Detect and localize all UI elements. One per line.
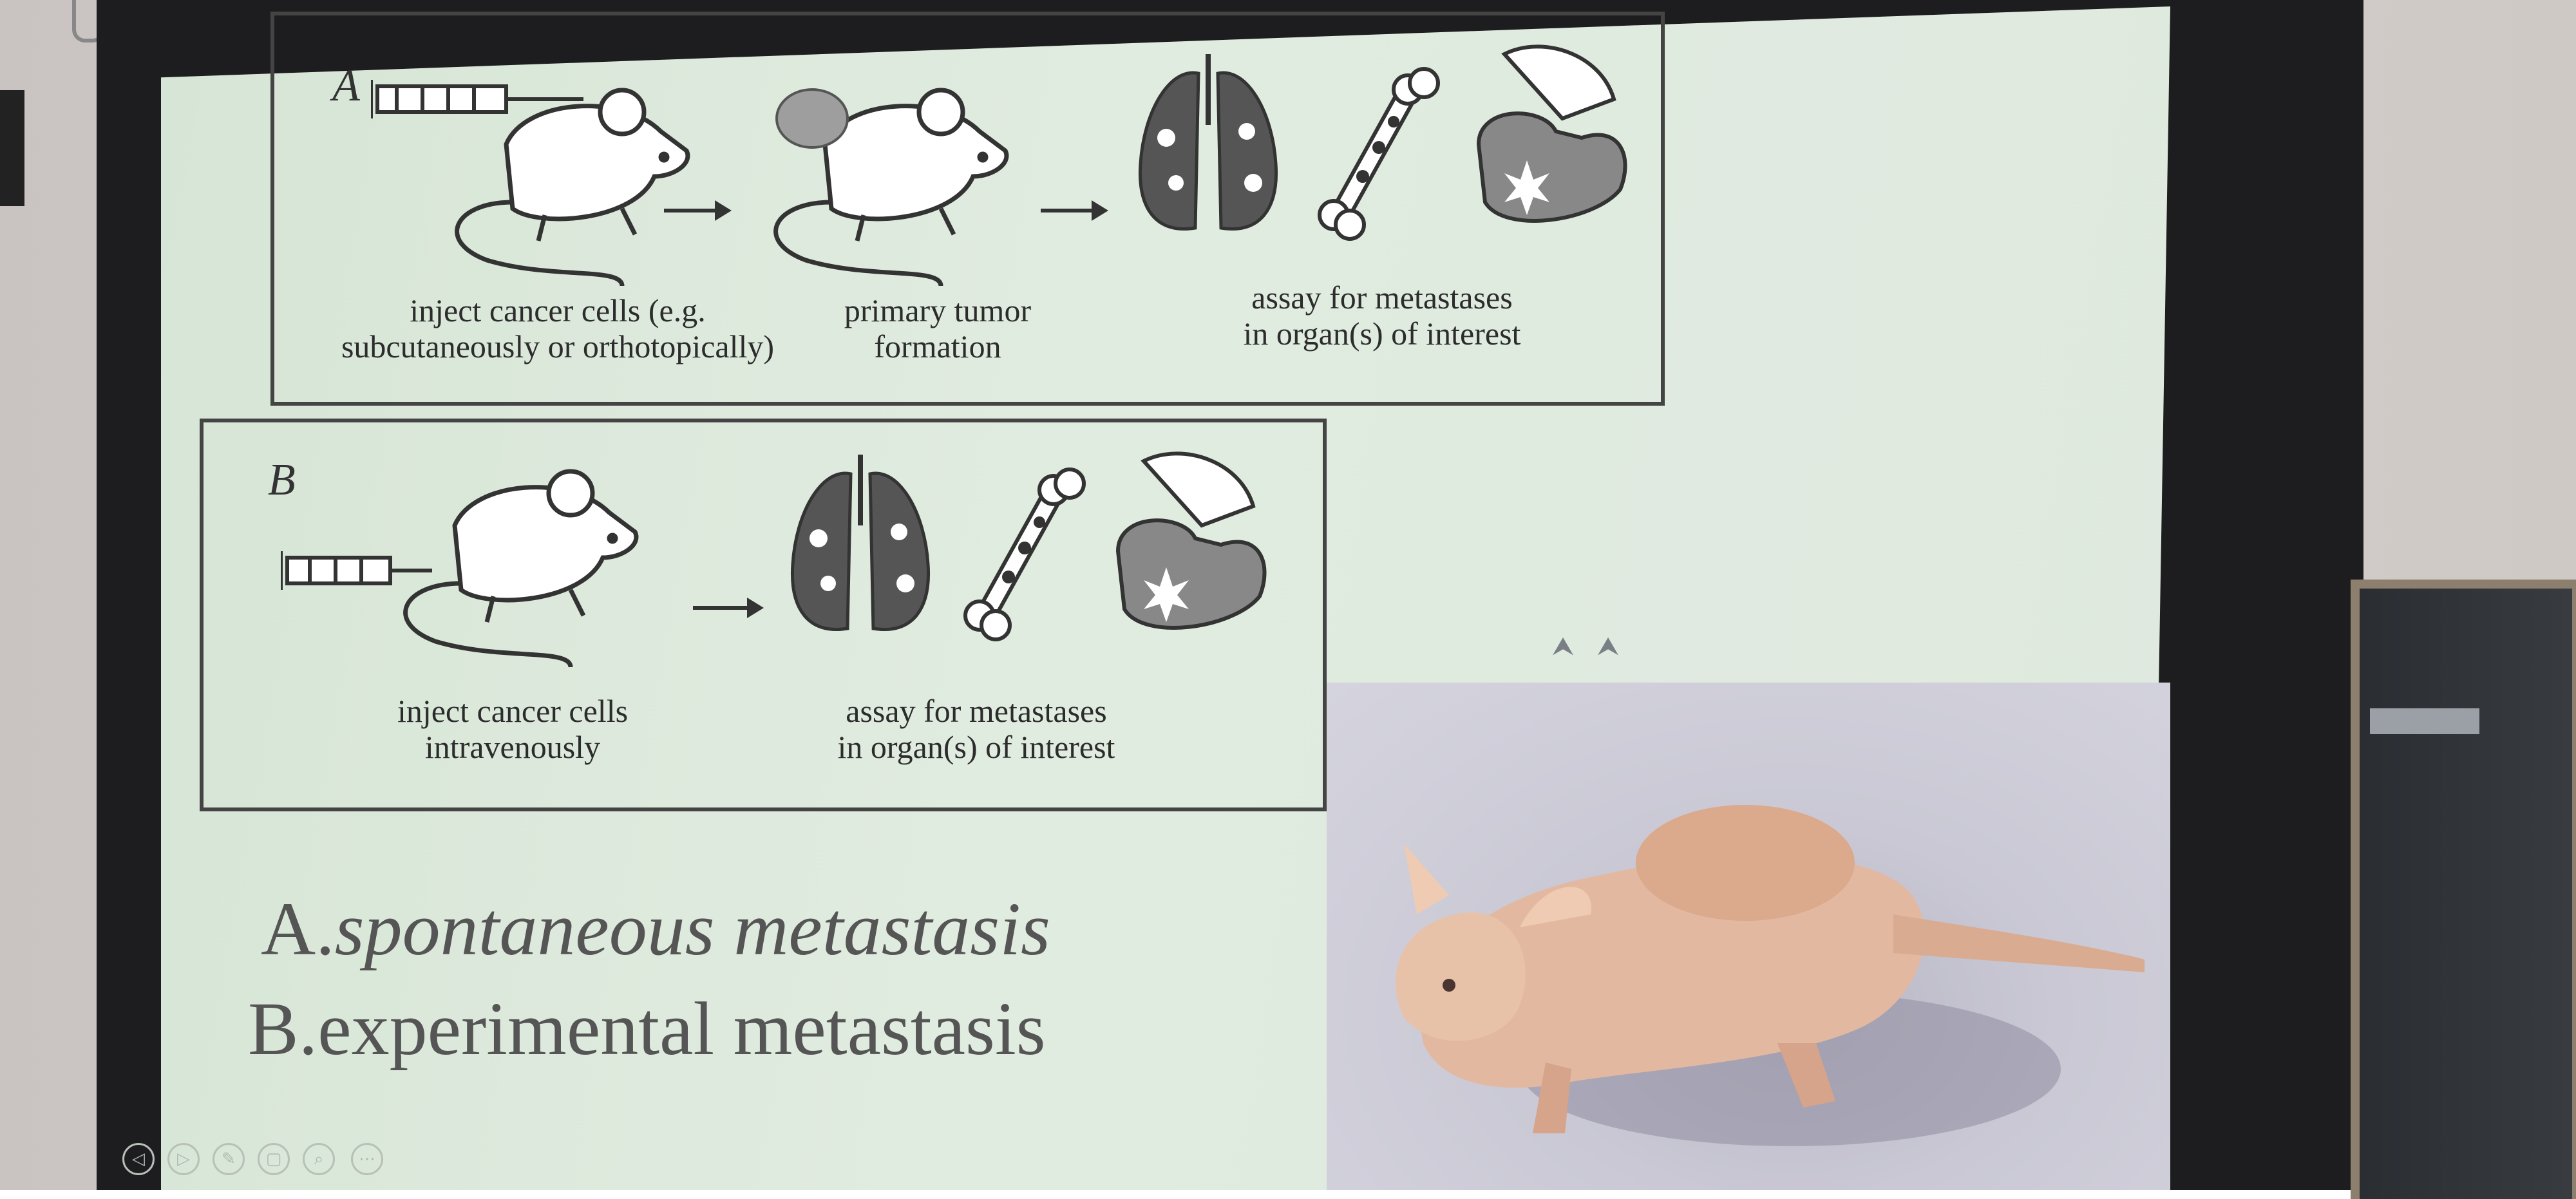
arrow-b-1 [693, 598, 764, 618]
pen-tool-button[interactable]: ✎ [213, 1143, 245, 1175]
panel-a-letter: A [332, 61, 360, 111]
caption-b-inject: inject cancer cells intravenously [319, 693, 706, 765]
caption-a-assay-line2: in organ(s) of interest [1243, 316, 1521, 352]
door [2351, 580, 2576, 1199]
caption-a-tumor-line1: primary tumor [844, 292, 1032, 328]
legend-line-b: B.experimental metastasis [248, 985, 1046, 1073]
syringe-icon [281, 551, 432, 590]
prev-slide-button[interactable]: ◁ [122, 1143, 155, 1175]
cursor-icon: ⮝ [1597, 632, 1619, 661]
caption-a-inject-line2: subcutaneously or orthotopically) [341, 328, 775, 364]
zoom-button[interactable]: ⌕ [303, 1143, 335, 1175]
syringe-icon [371, 80, 583, 118]
mouse-icon [403, 469, 639, 668]
bone-icon [1318, 67, 1440, 241]
nude-mouse-photo [1327, 683, 2170, 1190]
caption-a-inject: inject cancer cells (e.g. subcutaneously… [332, 292, 783, 364]
panel-b-letter: B [268, 455, 296, 505]
caption-b-assay-line1: assay for metastases [846, 693, 1107, 729]
panel-b: B [200, 419, 1327, 811]
next-slide-button[interactable]: ▷ [167, 1143, 200, 1175]
bone-icon [963, 467, 1086, 641]
caption-a-inject-line1: inject cancer cells (e.g. [410, 292, 706, 328]
mouse-icon [455, 88, 690, 287]
caption-a-tumor: primary tumor formation [809, 292, 1066, 364]
mouse-photo-illustration [1395, 805, 2145, 1146]
panel-a: A [270, 12, 1665, 406]
caption-b-assay-line2: in organ(s) of interest [837, 729, 1115, 765]
legend-prefix-a: A. [261, 887, 335, 971]
legend-prefix-b: B. [248, 987, 318, 1071]
tumor-mass [775, 88, 849, 149]
wall-device [0, 90, 24, 206]
more-options-button[interactable]: ⋯ [351, 1143, 383, 1175]
arrow-a-2 [1041, 200, 1108, 221]
lungs-icon [1138, 54, 1278, 231]
caption-a-assay-line1: assay for metastases [1251, 279, 1513, 316]
legend-line-a: A.spontaneous metastasis [261, 885, 1050, 973]
legend-text-b: experimental metastasis [317, 987, 1046, 1071]
liver-icon [1476, 44, 1627, 223]
mouse-icon [773, 88, 1009, 287]
caption-a-assay: assay for metastases in organ(s) of inte… [1189, 279, 1575, 352]
slides-overview-button[interactable]: ▢ [258, 1143, 290, 1175]
caption-b-assay: assay for metastases in organ(s) of inte… [783, 693, 1170, 765]
caption-b-inject-line1: inject cancer cells [397, 693, 629, 729]
arrow-a-1 [664, 200, 732, 221]
legend-text-a: spontaneous metastasis [334, 887, 1050, 971]
liver-icon [1115, 451, 1267, 630]
caption-a-tumor-line2: formation [874, 328, 1001, 364]
caption-b-inject-line2: intravenously [424, 729, 601, 765]
cursor-icon: ⮝ [1552, 632, 1574, 661]
door-sign [2370, 708, 2479, 734]
lungs-icon [790, 455, 931, 631]
